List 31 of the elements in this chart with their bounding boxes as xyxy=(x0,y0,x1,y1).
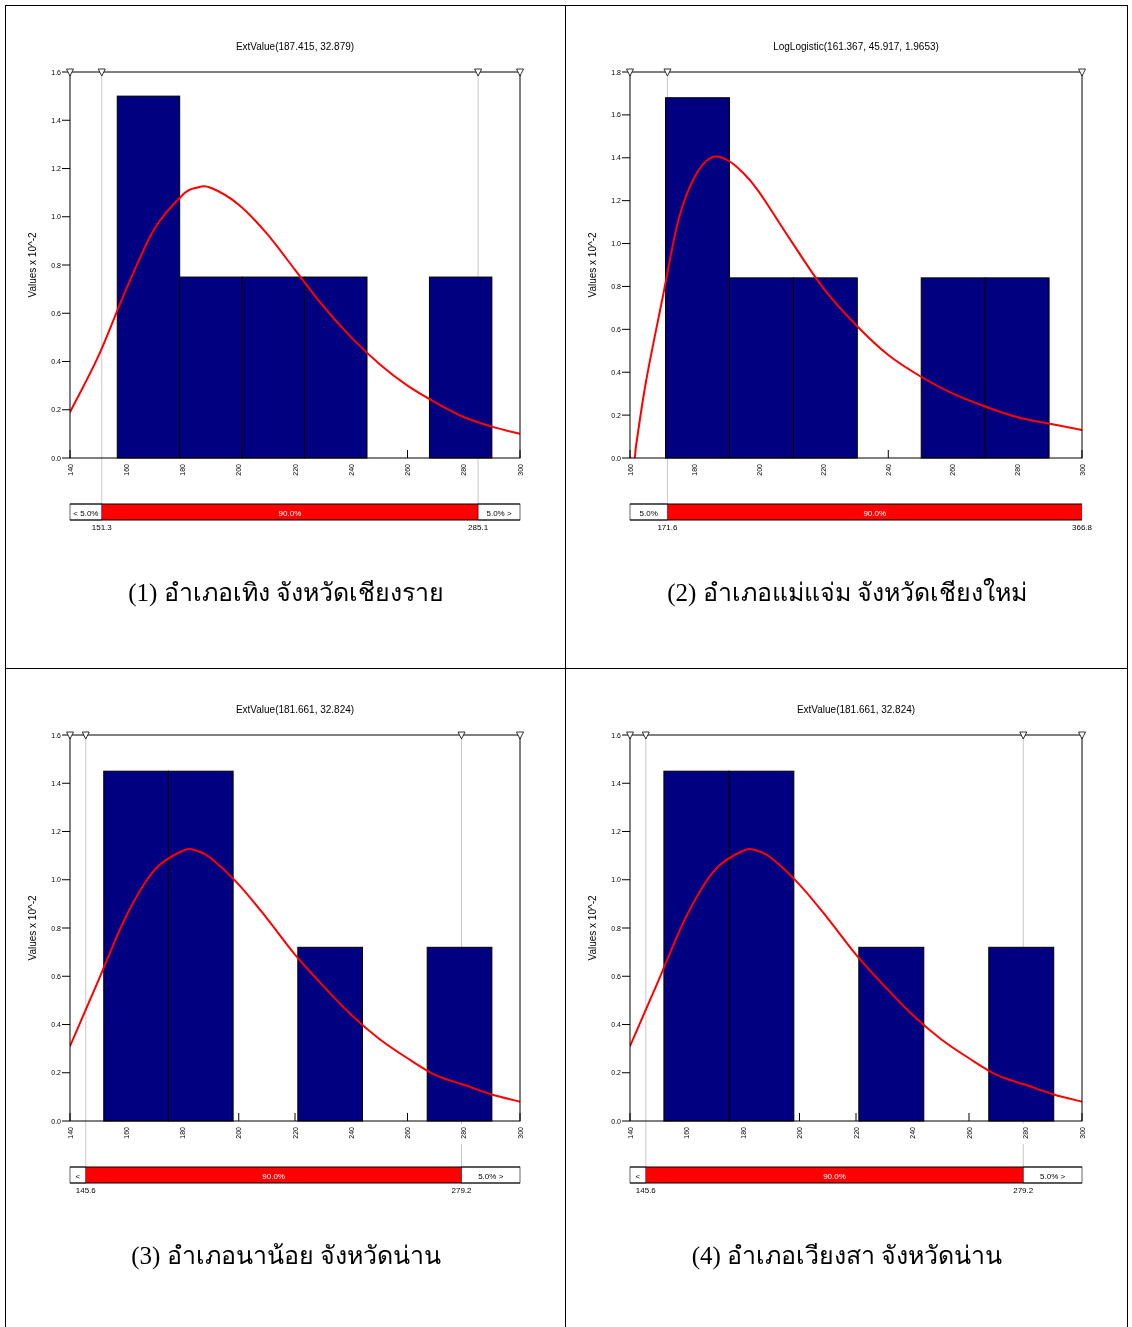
text: < 5.0% xyxy=(73,509,99,518)
text: 90.0% xyxy=(262,1172,285,1181)
text: (4) อำเภอเวียงสา จังหวัดน่าน xyxy=(691,1242,1003,1270)
ref-line-label: 171.6 xyxy=(657,523,679,532)
ref-line-label: 285.1 xyxy=(468,523,489,532)
chart-title: ExtValue(181.661, 32.824) xyxy=(796,704,916,715)
text: < xyxy=(75,1172,81,1181)
y-axis-title: Values x 10^-2 xyxy=(27,895,38,961)
text: 5.0% > xyxy=(478,1172,504,1181)
text: (2) อำเภอแม่แจ่ม จังหวัดเชียงใหม่ xyxy=(667,578,1027,607)
text: (3) อำเภอนาน้อย จังหวัดน่าน xyxy=(131,1242,441,1270)
text: 5.0% xyxy=(639,509,658,518)
chart-title: LogLogistic(161.367, 45.917, 1.9653) xyxy=(773,41,939,52)
text: 90.0% xyxy=(863,509,887,518)
chart-title: ExtValue(187.415, 32.879) xyxy=(235,41,355,52)
text: < xyxy=(635,1172,641,1181)
ref-line-label: 145.6 xyxy=(635,1186,657,1195)
text: 90.0% xyxy=(823,1172,846,1181)
text: 5.0% > xyxy=(1040,1172,1066,1181)
ref-line-label: 145.6 xyxy=(75,1186,97,1195)
y-axis-title: Values x 10^-2 xyxy=(27,232,38,298)
y-axis-title: Values x 10^-2 xyxy=(587,232,598,298)
ref-line-label: 279.2 xyxy=(451,1186,473,1195)
text: 90.0% xyxy=(278,509,302,518)
text: 5.0% > xyxy=(486,509,512,518)
y-axis-title: Values x 10^-2 xyxy=(587,895,598,961)
text: 366.8 xyxy=(1071,523,1093,532)
ref-line-label: 279.2 xyxy=(1013,1186,1034,1195)
chart-title: ExtValue(181.661, 32.824) xyxy=(235,704,355,715)
ref-line-label: 151.3 xyxy=(91,523,113,532)
text: (1) อำเภอเทิง จังหวัดเชียงราย xyxy=(128,579,444,607)
